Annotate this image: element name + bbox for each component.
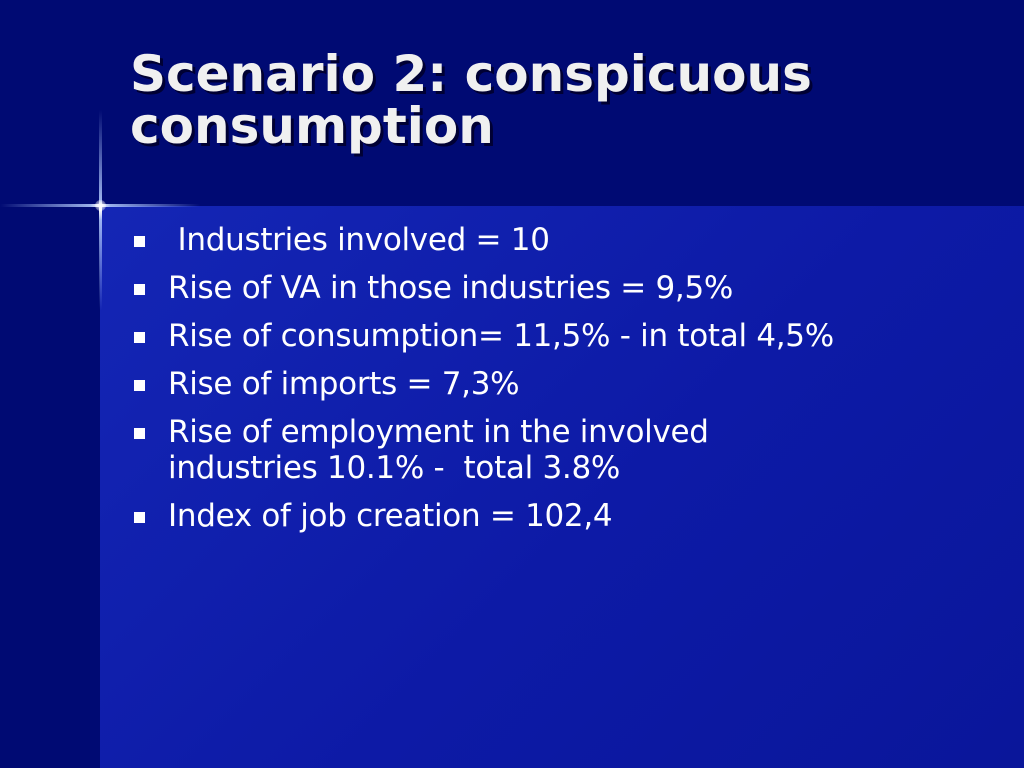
bullet-text: Rise of employment in the involved indus… [168,414,719,486]
square-bullet-icon [134,284,145,295]
title-band [0,0,1024,206]
slide-title-line-2: consumption [130,97,494,155]
bullet-text: Index of job creation = 102,4 [168,498,613,534]
bullet-item: Rise of employment in the involved indus… [130,414,828,486]
bullet-text: Rise of imports = 7,3% [168,366,520,402]
left-band [0,206,100,768]
square-bullet-icon [134,380,145,391]
square-bullet-icon [134,428,145,439]
square-bullet-icon [134,332,145,343]
sparkle-star-icon [95,200,106,211]
bullet-text: Rise of consumption= 11,5% - in total 4,… [168,318,834,354]
slide-title-line-1: Scenario 2: conspicuous [130,45,812,103]
bullet-list: Industries involved = 10 Rise of VA in t… [130,222,990,546]
bullet-text: Industries involved = 10 [168,222,550,258]
bullet-item: Index of job creation = 102,4 [130,498,990,534]
bullet-item: Rise of VA in those industries = 9,5% [130,270,990,306]
body-area [100,206,1024,768]
square-bullet-icon [134,512,145,523]
bullet-item: Rise of consumption= 11,5% - in total 4,… [130,318,990,354]
bullet-item: Rise of imports = 7,3% [130,366,990,402]
bullet-item: Industries involved = 10 [130,222,990,258]
bullet-text: Rise of VA in those industries = 9,5% [168,270,734,306]
square-bullet-icon [134,236,145,247]
slide-title: Scenario 2: conspicuous consumption [130,48,990,152]
